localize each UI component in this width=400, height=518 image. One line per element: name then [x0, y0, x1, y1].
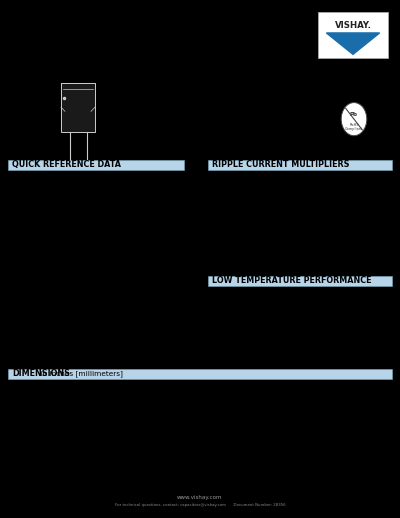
Bar [8, 369, 392, 379]
Text: www.vishay.com: www.vishay.com [177, 495, 223, 500]
Polygon shape [326, 33, 380, 54]
Text: DIMENSIONS: DIMENSIONS [12, 369, 70, 379]
Bar [61, 83, 95, 106]
Text: VISHAY.: VISHAY. [334, 21, 372, 30]
Text: For technical questions, contact: capacitors@vishay.com      Document Number: 28: For technical questions, contact: capaci… [115, 502, 285, 507]
Text: Pb: Pb [350, 112, 358, 118]
Text: RoHS
Compliant: RoHS Compliant [345, 123, 363, 131]
Bar [318, 12, 388, 58]
Text: in inches [millimeters]: in inches [millimeters] [38, 370, 123, 378]
Text: RIPPLE CURRENT MULTIPLIERS: RIPPLE CURRENT MULTIPLIERS [212, 160, 350, 169]
Bar [61, 83, 95, 132]
Text: QUICK REFERENCE DATA: QUICK REFERENCE DATA [12, 160, 121, 169]
Bar [208, 160, 392, 170]
Bar [8, 160, 184, 170]
Text: LOW TEMPERATURE PERFORMANCE: LOW TEMPERATURE PERFORMANCE [212, 276, 372, 285]
Bar [208, 276, 392, 286]
Circle shape [341, 103, 367, 136]
